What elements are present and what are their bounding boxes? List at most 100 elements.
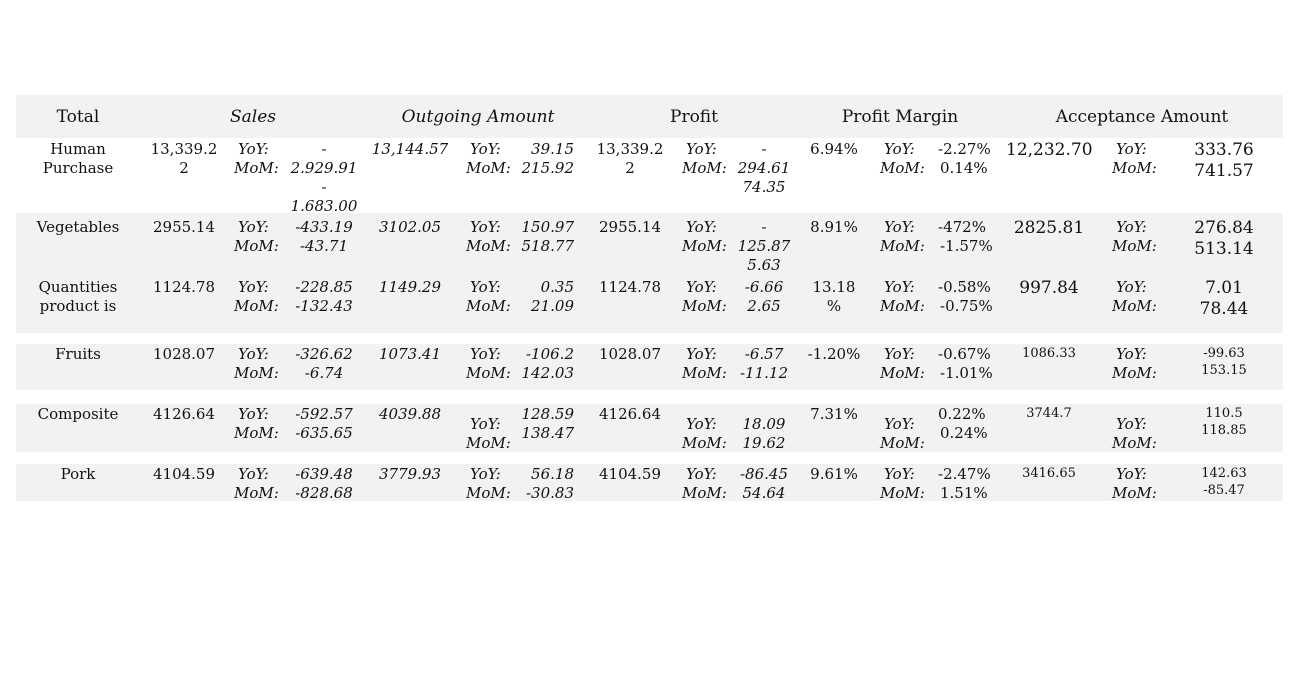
profit-mom-label: MoM:: [682, 434, 727, 452]
outgoing-yoy-label: YoY:: [470, 218, 501, 236]
acceptance-value: 12,232.70: [1006, 140, 1093, 160]
sales-yoy-value: -326.62: [295, 345, 353, 363]
acceptance-mom-label: MoM:: [1112, 159, 1157, 177]
profit-mom-value: 2.65: [747, 297, 781, 315]
sales-mom-value: 2.929.91: [290, 159, 358, 177]
sales-value: 2: [179, 159, 189, 177]
margin-yoy-label: YoY:: [884, 218, 915, 236]
margin-yoy-label: YoY:: [884, 415, 915, 433]
acceptance-value: 2825.81: [1013, 218, 1085, 238]
profit-mom-label: MoM:: [682, 159, 727, 177]
sales-mom-value: -828.68: [295, 484, 353, 502]
sales-yoy-label: YoY:: [238, 278, 269, 296]
profit-mom-value: -11.12: [739, 364, 788, 382]
sales-value: 1028.07: [152, 345, 216, 363]
outgoing-yoy-value: 39.15: [531, 140, 574, 158]
outgoing-mom-value: 138.47: [521, 424, 575, 442]
outgoing-mom-value: 215.92: [521, 159, 575, 177]
acceptance-yoy-label: YoY:: [1116, 218, 1147, 236]
sales-yoy-value: -: [321, 140, 327, 158]
outgoing-mom-label: MoM:: [466, 434, 511, 452]
outgoing-mom-label: MoM:: [466, 364, 511, 382]
sales-mom-label: MoM:: [234, 297, 279, 315]
acceptance-yoy-label: YoY:: [1116, 278, 1147, 296]
header-sales: Sales: [229, 107, 276, 127]
sales-yoy-label: YoY:: [238, 405, 269, 423]
margin-mom-value: -1.01%: [940, 364, 993, 382]
margin-yoy-label: YoY:: [884, 465, 915, 483]
margin-mom-label: MoM:: [880, 237, 925, 255]
margin-mom-label: MoM:: [880, 297, 925, 315]
sales-yoy-value: -592.57: [295, 405, 353, 423]
sales-value: 4126.64: [152, 405, 216, 423]
acceptance-yoy-value: 7.01: [1205, 278, 1243, 298]
outgoing-value: 13,144.57: [371, 140, 449, 158]
profit-yoy-value: -: [761, 218, 767, 236]
profit-mom-value: 294.61: [737, 159, 791, 177]
sales-yoy-value: -639.48: [295, 465, 353, 483]
row-name: Pork: [60, 465, 96, 483]
acceptance-value: 3744.7: [1026, 406, 1072, 421]
row-name: Composite: [37, 405, 119, 423]
profit-value: 13,339.2: [596, 140, 664, 158]
profit-value: 2955.14: [598, 218, 662, 236]
sales-yoy-value: -228.85: [295, 278, 353, 296]
sales-value: 4104.59: [152, 465, 216, 483]
profit-mom-value: 125.87: [737, 237, 791, 255]
acceptance-mom-value: 513.14: [1194, 239, 1254, 259]
margin-yoy-value: 0.22%: [938, 405, 986, 423]
row-name: Fruits: [55, 345, 101, 363]
profit-yoy-label: YoY:: [686, 140, 717, 158]
acceptance-mom-label: MoM:: [1112, 434, 1157, 452]
profit-mom-value: 54.64: [742, 484, 786, 502]
outgoing-yoy-value: -106.2: [525, 345, 574, 363]
outgoing-yoy-value: 150.97: [521, 218, 575, 236]
profit-mom-label: MoM:: [682, 484, 727, 502]
profit-value: 4126.64: [598, 405, 662, 423]
acceptance-value: 1086.33: [1022, 346, 1076, 361]
header-profit: Profit: [670, 107, 718, 127]
row-name: Quantities: [38, 278, 118, 296]
acceptance-mom-label: MoM:: [1112, 364, 1157, 382]
row-name: Human: [50, 140, 106, 158]
outgoing-mom-value: 518.77: [521, 237, 575, 255]
outgoing-mom-label: MoM:: [466, 159, 511, 177]
margin-mom-value: 0.24%: [940, 424, 988, 442]
profit-margin-value: 13.18: [812, 278, 856, 296]
profit-mom-value: 19.62: [742, 434, 786, 452]
profit-yoy-label: YoY:: [686, 465, 717, 483]
margin-mom-value: -0.75%: [940, 297, 993, 315]
profit-yoy-value: -6.57: [744, 345, 784, 363]
header-band: [16, 95, 1283, 138]
acceptance-value: 997.84: [1019, 278, 1079, 298]
row-band: [16, 275, 1283, 333]
profit-value: 2: [625, 159, 635, 177]
row-name: Purchase: [42, 159, 114, 177]
acceptance-yoy-label: YoY:: [1116, 140, 1147, 158]
margin-mom-label: MoM:: [880, 434, 925, 452]
margin-yoy-label: YoY:: [884, 345, 915, 363]
header-profit-margin: Profit Margin: [841, 107, 959, 127]
sales-mom-value: -43.71: [299, 237, 348, 255]
acceptance-mom-label: MoM:: [1112, 237, 1157, 255]
outgoing-value: 1073.41: [378, 345, 442, 363]
outgoing-yoy-label: YoY:: [470, 140, 501, 158]
acceptance-mom-label: MoM:: [1112, 484, 1157, 502]
acceptance-mom-label: MoM:: [1112, 297, 1157, 315]
sales-mom-label: MoM:: [234, 424, 279, 442]
acceptance-mom-value: 741.57: [1194, 161, 1254, 181]
sales-extra-value: 1.683.00: [290, 197, 358, 215]
outgoing-value: 4039.88: [378, 405, 442, 423]
profit-yoy-label: YoY:: [686, 415, 717, 433]
profit-mom-label: MoM:: [682, 237, 727, 255]
profit-yoy-value: 18.09: [742, 415, 786, 433]
outgoing-yoy-value: 56.18: [531, 465, 574, 483]
profit-extra-value: 74.35: [742, 178, 786, 196]
sales-extra-value: -: [321, 178, 327, 196]
row-name: Vegetables: [36, 218, 120, 236]
outgoing-mom-value: 21.09: [531, 297, 574, 315]
acceptance-value: 3416.65: [1022, 466, 1076, 481]
margin-mom-label: MoM:: [880, 159, 925, 177]
header-outgoing: Outgoing Amount: [401, 107, 555, 127]
profit-margin-value: 8.91%: [810, 218, 858, 236]
